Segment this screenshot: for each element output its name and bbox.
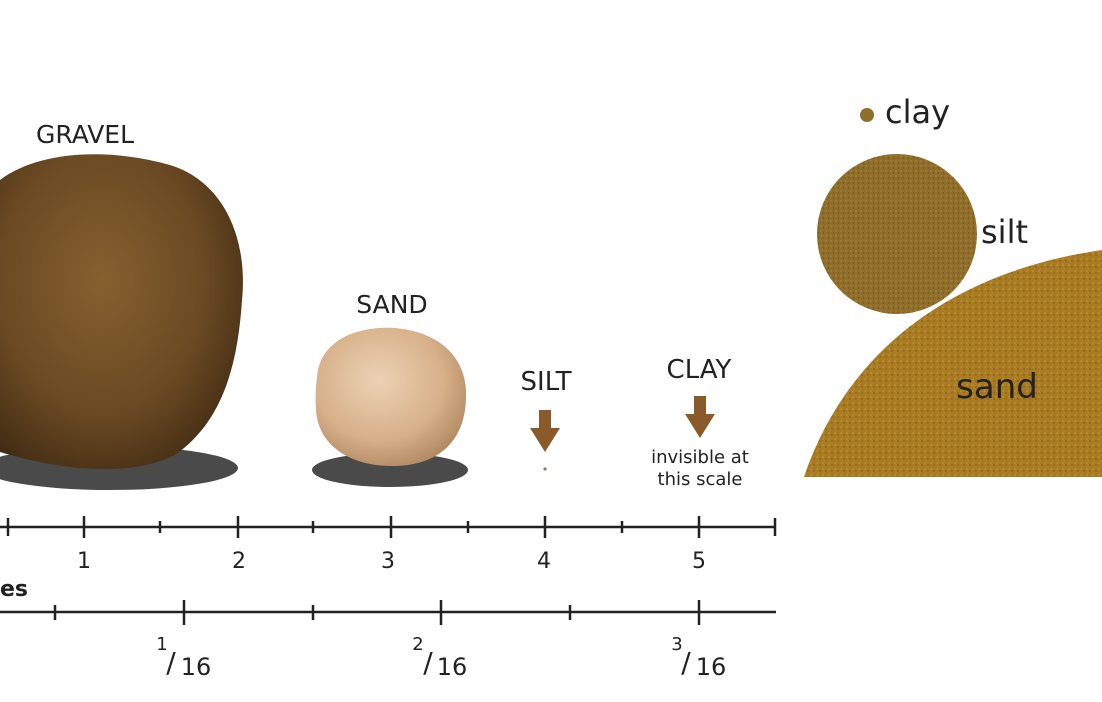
svg-text:1: 1 xyxy=(156,634,167,655)
sand-shadow xyxy=(312,453,468,487)
clay-arrow-icon xyxy=(685,396,715,438)
svg-text:/: / xyxy=(681,646,691,679)
sand-label: SAND xyxy=(356,290,427,319)
clay-label: CLAY xyxy=(667,355,732,385)
sand-particle xyxy=(315,327,467,467)
silt-particle xyxy=(543,467,547,471)
clay-note-line1: invisible at xyxy=(651,447,749,468)
svg-text:/: / xyxy=(423,646,433,679)
clay-note-line2: this scale xyxy=(658,469,743,490)
mm-tick-label-1: 1 xyxy=(77,549,91,574)
mm-tick-label-4: 4 xyxy=(537,549,551,574)
svg-text:16: 16 xyxy=(437,653,468,681)
inch-fraction-2-16: 2 / 16 xyxy=(412,634,467,681)
magnified-sand-label: sand xyxy=(956,367,1038,407)
mm-tick-label-2: 2 xyxy=(232,549,246,574)
svg-text:3: 3 xyxy=(671,634,682,655)
magnified-silt-label: silt xyxy=(981,213,1028,251)
mm-tick-label-3: 3 xyxy=(381,549,395,574)
svg-text:/: / xyxy=(166,646,176,679)
gravel-label: GRAVEL xyxy=(36,120,134,149)
magnified-clay-label: clay xyxy=(885,93,950,131)
silt-arrow-icon xyxy=(530,410,560,452)
inch-scale-label: es xyxy=(0,577,28,602)
inch-scale xyxy=(0,600,776,625)
mm-tick-label-5: 5 xyxy=(692,549,706,574)
svg-text:2: 2 xyxy=(412,634,423,655)
magnified-silt-disc xyxy=(817,154,977,314)
mm-scale xyxy=(0,516,777,538)
svg-text:16: 16 xyxy=(181,653,212,681)
magnified-clay-dot xyxy=(860,108,874,122)
magnified-sand-disc xyxy=(804,250,1102,477)
inch-fraction-1-16: 1 / 16 xyxy=(156,634,211,681)
svg-text:16: 16 xyxy=(696,653,727,681)
inch-fraction-3-16: 3 / 16 xyxy=(671,634,726,681)
silt-label: SILT xyxy=(521,367,572,397)
gravel-particle xyxy=(0,154,243,470)
